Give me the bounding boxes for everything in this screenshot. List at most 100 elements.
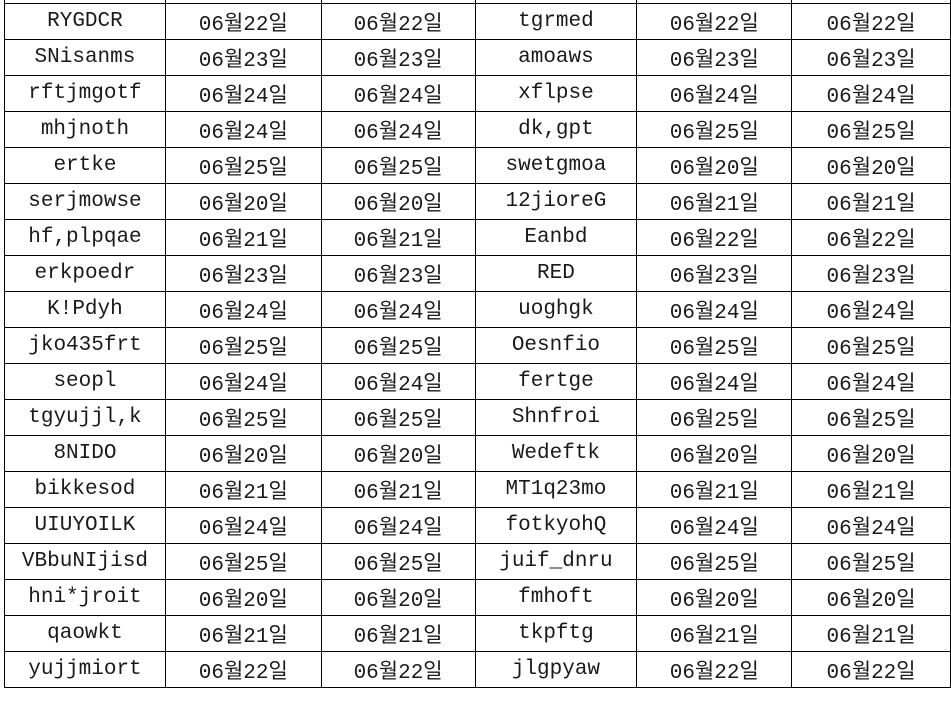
date-cell[interactable]: 06월22일 bbox=[320, 651, 476, 688]
date-cell[interactable]: 06월23일 bbox=[636, 39, 793, 76]
name-cell[interactable]: ertke bbox=[4, 147, 166, 184]
name-cell[interactable]: tkpftg bbox=[474, 615, 638, 652]
date-cell[interactable]: 06월22일 bbox=[791, 219, 951, 256]
name-cell[interactable]: dk,gpt bbox=[474, 111, 638, 148]
name-cell[interactable]: erkpoedr bbox=[4, 255, 166, 292]
date-cell[interactable]: 06월21일 bbox=[791, 615, 951, 652]
name-cell[interactable]: jko435frt bbox=[4, 327, 166, 364]
date-cell[interactable]: 06월24일 bbox=[791, 75, 951, 112]
name-cell[interactable]: K!Pdyh bbox=[4, 291, 166, 328]
date-cell[interactable]: 06월20일 bbox=[320, 435, 476, 472]
date-cell[interactable]: 06월21일 bbox=[320, 219, 476, 256]
name-cell[interactable]: fertge bbox=[474, 363, 638, 400]
date-cell[interactable]: 06월20일 bbox=[164, 579, 322, 616]
date-cell[interactable]: 06월25일 bbox=[164, 399, 322, 436]
name-cell[interactable]: Oesnfio bbox=[474, 327, 638, 364]
date-cell[interactable]: 06월23일 bbox=[164, 39, 322, 76]
date-cell[interactable]: 06월21일 bbox=[164, 219, 322, 256]
date-cell[interactable]: 06월25일 bbox=[636, 111, 793, 148]
date-cell[interactable]: 06월24일 bbox=[164, 75, 322, 112]
name-cell[interactable]: hni*jroit bbox=[4, 579, 166, 616]
name-cell[interactable]: serjmowse bbox=[4, 183, 166, 220]
date-cell[interactable]: 06월20일 bbox=[320, 183, 476, 220]
name-cell[interactable]: SNisanms bbox=[4, 39, 166, 76]
date-cell[interactable]: 06월25일 bbox=[320, 327, 476, 364]
date-cell[interactable]: 06월21일 bbox=[636, 615, 793, 652]
date-cell[interactable]: 06월25일 bbox=[320, 147, 476, 184]
name-cell[interactable]: RYGDCR bbox=[4, 3, 166, 40]
date-cell[interactable]: 06월21일 bbox=[320, 615, 476, 652]
date-cell[interactable]: 06월25일 bbox=[320, 399, 476, 436]
name-cell[interactable]: bikkesod bbox=[4, 471, 166, 508]
name-cell[interactable]: amoaws bbox=[474, 39, 638, 76]
date-cell[interactable]: 06월24일 bbox=[164, 111, 322, 148]
name-cell[interactable]: fotkyohQ bbox=[474, 507, 638, 544]
date-cell[interactable]: 06월23일 bbox=[791, 255, 951, 292]
date-cell[interactable]: 06월21일 bbox=[791, 183, 951, 220]
date-cell[interactable]: 06월22일 bbox=[636, 3, 793, 40]
name-cell[interactable]: VBbuNIjisd bbox=[4, 543, 166, 580]
date-cell[interactable]: 06월25일 bbox=[164, 327, 322, 364]
name-cell[interactable]: Eanbd bbox=[474, 219, 638, 256]
date-cell[interactable]: 06월24일 bbox=[320, 507, 476, 544]
name-cell[interactable]: swetgmoa bbox=[474, 147, 638, 184]
date-cell[interactable]: 06월22일 bbox=[636, 219, 793, 256]
date-cell[interactable]: 06월24일 bbox=[791, 363, 951, 400]
date-cell[interactable]: 06월25일 bbox=[636, 399, 793, 436]
date-cell[interactable]: 06월23일 bbox=[320, 39, 476, 76]
date-cell[interactable]: 06월21일 bbox=[636, 183, 793, 220]
date-cell[interactable]: 06월23일 bbox=[164, 255, 322, 292]
date-cell[interactable]: 06월25일 bbox=[791, 111, 951, 148]
name-cell[interactable]: tgyujjl,k bbox=[4, 399, 166, 436]
name-cell[interactable]: jlgpyaw bbox=[474, 651, 638, 688]
date-cell[interactable]: 06월23일 bbox=[320, 255, 476, 292]
date-cell[interactable]: 06월20일 bbox=[791, 147, 951, 184]
date-cell[interactable]: 06월20일 bbox=[320, 579, 476, 616]
date-cell[interactable]: 06월25일 bbox=[320, 543, 476, 580]
date-cell[interactable]: 06월22일 bbox=[636, 651, 793, 688]
date-cell[interactable]: 06월24일 bbox=[320, 363, 476, 400]
name-cell[interactable]: RED bbox=[474, 255, 638, 292]
date-cell[interactable]: 06월20일 bbox=[164, 183, 322, 220]
date-cell[interactable]: 06월24일 bbox=[636, 363, 793, 400]
date-cell[interactable]: 06월25일 bbox=[791, 327, 951, 364]
date-cell[interactable]: 06월25일 bbox=[636, 327, 793, 364]
date-cell[interactable]: 06월21일 bbox=[320, 471, 476, 508]
date-cell[interactable]: 06월24일 bbox=[636, 75, 793, 112]
name-cell[interactable]: 8NIDO bbox=[4, 435, 166, 472]
date-cell[interactable]: 06월24일 bbox=[791, 291, 951, 328]
date-cell[interactable]: 06월24일 bbox=[320, 75, 476, 112]
name-cell[interactable]: juif_dnru bbox=[474, 543, 638, 580]
date-cell[interactable]: 06월21일 bbox=[636, 471, 793, 508]
date-cell[interactable]: 06월22일 bbox=[164, 3, 322, 40]
date-cell[interactable]: 06월20일 bbox=[636, 579, 793, 616]
name-cell[interactable]: Wedeftk bbox=[474, 435, 638, 472]
date-cell[interactable]: 06월20일 bbox=[791, 435, 951, 472]
name-cell[interactable]: qaowkt bbox=[4, 615, 166, 652]
date-cell[interactable]: 06월23일 bbox=[791, 39, 951, 76]
name-cell[interactable]: rftjmgotf bbox=[4, 75, 166, 112]
date-cell[interactable]: 06월22일 bbox=[791, 651, 951, 688]
date-cell[interactable]: 06월25일 bbox=[164, 147, 322, 184]
date-cell[interactable]: 06월24일 bbox=[164, 363, 322, 400]
name-cell[interactable]: uoghgk bbox=[474, 291, 638, 328]
name-cell[interactable]: seopl bbox=[4, 363, 166, 400]
date-cell[interactable]: 06월23일 bbox=[636, 255, 793, 292]
date-cell[interactable]: 06월25일 bbox=[791, 543, 951, 580]
name-cell[interactable]: yujjmiort bbox=[4, 651, 166, 688]
name-cell[interactable]: tgrmed bbox=[474, 3, 638, 40]
date-cell[interactable]: 06월25일 bbox=[164, 543, 322, 580]
name-cell[interactable]: mhjnoth bbox=[4, 111, 166, 148]
date-cell[interactable]: 06월20일 bbox=[164, 435, 322, 472]
name-cell[interactable]: Shnfroi bbox=[474, 399, 638, 436]
date-cell[interactable]: 06월21일 bbox=[164, 471, 322, 508]
name-cell[interactable]: xflpse bbox=[474, 75, 638, 112]
name-cell[interactable]: 12jioreG bbox=[474, 183, 638, 220]
name-cell[interactable]: UIUYOILK bbox=[4, 507, 166, 544]
name-cell[interactable]: hf,plpqae bbox=[4, 219, 166, 256]
date-cell[interactable]: 06월24일 bbox=[320, 291, 476, 328]
date-cell[interactable]: 06월25일 bbox=[791, 399, 951, 436]
date-cell[interactable]: 06월21일 bbox=[164, 615, 322, 652]
date-cell[interactable]: 06월20일 bbox=[636, 435, 793, 472]
date-cell[interactable]: 06월21일 bbox=[791, 471, 951, 508]
